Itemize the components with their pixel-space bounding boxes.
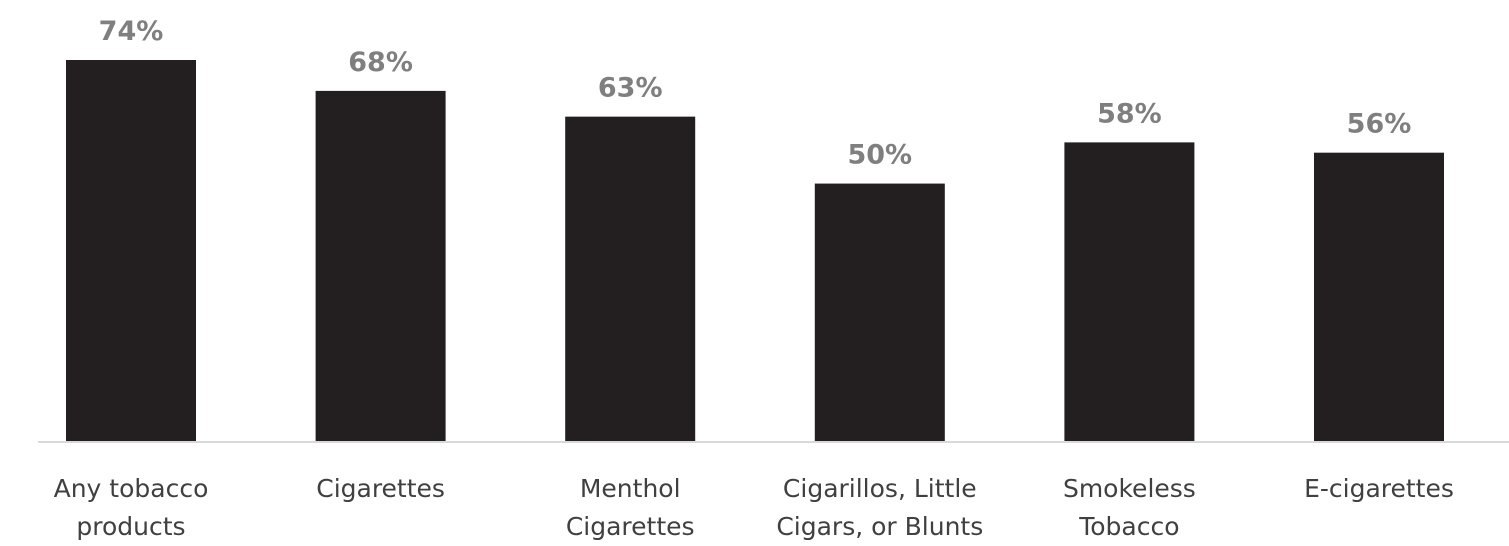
x-tick-label: Cigarettes	[316, 474, 445, 503]
bar	[66, 60, 196, 441]
x-tick-label: E-cigarettes	[1304, 474, 1454, 503]
x-tick-label: Menthol Cigarettes	[565, 474, 695, 541]
bar	[565, 116, 696, 441]
value-label: 74%	[99, 16, 164, 47]
bar	[1314, 152, 1444, 442]
value-label: 58%	[1097, 98, 1162, 129]
value-label: 50%	[847, 140, 912, 171]
value-label: 56%	[1347, 109, 1412, 140]
bar	[1064, 142, 1195, 442]
value-label: 68%	[348, 47, 413, 78]
x-tick-label: Smokeless Tobacco	[1062, 474, 1196, 541]
bar	[315, 90, 446, 441]
x-tick-label: Cigarillos, Little Cigars, or Blunts	[776, 474, 984, 541]
x-tick-label: Any tobacco products	[53, 474, 209, 541]
value-label: 63%	[598, 73, 663, 104]
bar	[814, 183, 945, 441]
